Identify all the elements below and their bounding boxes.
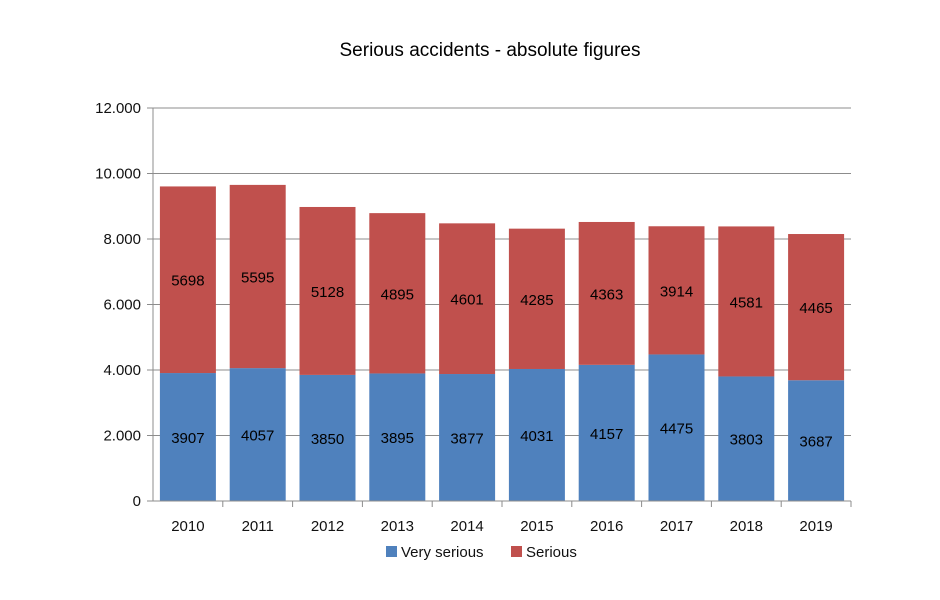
bar-serious-2012	[299, 206, 356, 375]
bar-serious-2016	[578, 221, 635, 365]
data-label-very-serious-2015: 4031	[520, 428, 553, 445]
data-label-very-serious-2012: 3850	[311, 431, 344, 448]
data-label-very-serious-2019: 3687	[799, 434, 832, 451]
bar-very-serious-2011	[229, 368, 286, 501]
y-tick-label: 6.000	[103, 297, 141, 314]
bar-very-serious-2014	[439, 374, 496, 501]
data-label-serious-2010: 5698	[171, 273, 204, 290]
data-label-serious-2018: 4581	[730, 294, 763, 311]
x-tick-label: 2016	[590, 518, 623, 535]
data-label-serious-2011: 5595	[241, 270, 274, 287]
bar-serious-2014	[439, 223, 496, 375]
data-label-serious-2017: 3914	[660, 283, 693, 300]
bar-very-serious-2010	[159, 373, 216, 501]
data-label-serious-2013: 4895	[381, 286, 414, 303]
data-label-serious-2019: 4465	[799, 300, 832, 317]
bar-serious-2011	[229, 184, 286, 369]
x-tick-label: 2017	[660, 518, 693, 535]
data-label-serious-2014: 4601	[450, 292, 483, 309]
data-label-very-serious-2010: 3907	[171, 430, 204, 447]
bar-serious-2018	[718, 226, 775, 377]
bar-serious-2019	[788, 234, 845, 381]
data-label-serious-2016: 4363	[590, 286, 623, 303]
y-tick-label: 0	[133, 493, 141, 510]
x-tick-label: 2013	[381, 518, 414, 535]
legend-label-serious: Serious	[526, 544, 577, 561]
y-tick-label: 2.000	[103, 428, 141, 445]
bar-serious-2010	[159, 186, 216, 374]
x-tick-label: 2015	[520, 518, 553, 535]
bar-very-serious-2019	[788, 380, 845, 501]
legend-label-very-serious: Very serious	[401, 544, 484, 561]
data-label-very-serious-2017: 4475	[660, 421, 693, 438]
bar-very-serious-2018	[718, 376, 775, 501]
x-tick-label: 2018	[730, 518, 763, 535]
data-label-serious-2012: 5128	[311, 284, 344, 301]
x-tick-label: 2019	[799, 518, 832, 535]
data-label-very-serious-2014: 3877	[450, 431, 483, 448]
x-tick-label: 2014	[450, 518, 483, 535]
data-label-very-serious-2018: 3803	[730, 432, 763, 449]
y-tick-label: 4.000	[103, 362, 141, 379]
legend-swatch-very-serious	[386, 546, 397, 557]
bar-very-serious-2013	[369, 373, 426, 501]
bar-serious-2017	[648, 226, 705, 355]
data-label-very-serious-2011: 4057	[241, 428, 274, 445]
data-label-very-serious-2013: 3895	[381, 430, 414, 447]
bar-serious-2013	[369, 213, 426, 374]
y-tick-label: 10.000	[95, 166, 141, 183]
data-labels: 3907 5698 4057 5595 3850 5128 3895 4895 3877 4601…	[171, 270, 833, 451]
y-tick-label: 8.000	[103, 231, 141, 248]
y-tick-label: 12.000	[95, 100, 141, 117]
bar-very-serious-2012	[299, 374, 356, 501]
x-tick-label: 2012	[311, 518, 344, 535]
x-tick-label: 2010	[171, 518, 204, 535]
legend-swatch-serious	[511, 546, 522, 557]
bar-very-serious-2017	[648, 354, 705, 501]
axes: 0 2.000 4.000 6.000 8.000 10.000 12.000 2010 201…	[95, 100, 852, 535]
x-tick-label: 2011	[242, 518, 274, 535]
bar-very-serious-2016	[578, 364, 635, 501]
bars	[159, 184, 845, 501]
bar-very-serious-2015	[508, 368, 565, 501]
data-label-serious-2015: 4285	[520, 292, 553, 309]
data-label-very-serious-2016: 4157	[590, 426, 623, 443]
legend: Very serious Serious	[386, 544, 577, 561]
chart-title: Serious accidents - absolute figures	[339, 40, 641, 61]
bar-serious-2015	[508, 228, 565, 369]
